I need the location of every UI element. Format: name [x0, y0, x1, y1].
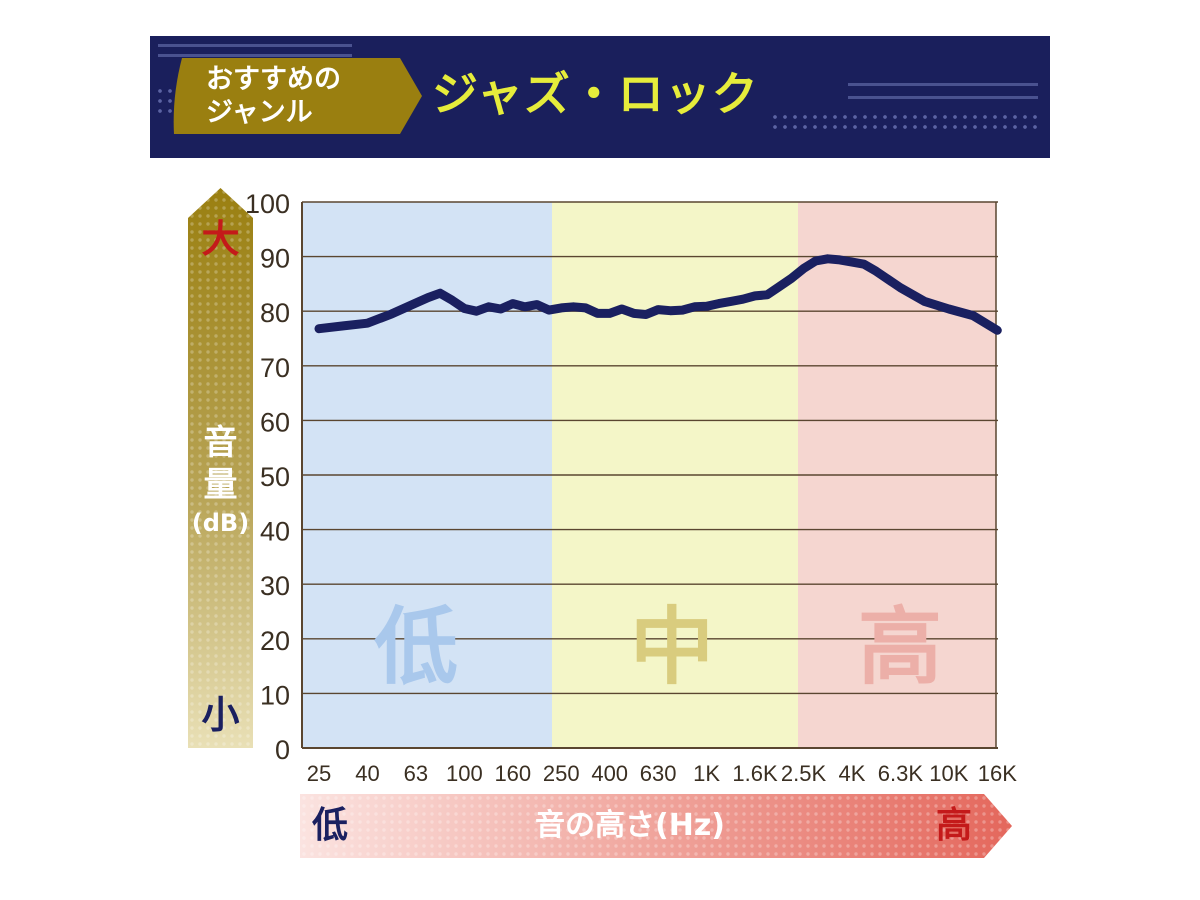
- volume-arrow-shape: [188, 188, 253, 748]
- x-tick-label: 16K: [978, 761, 1017, 786]
- x-tick-label: 100: [446, 761, 483, 786]
- pitch-axis-indicator: 低 音の高さ(Hz) 高: [300, 794, 1012, 858]
- x-tick-label: 1K: [693, 761, 720, 786]
- banner-deco-line: [158, 44, 352, 47]
- tag-arrow-fill: [173, 58, 422, 134]
- volume-low-marker: 小: [201, 693, 240, 737]
- x-tick-label: 6.3K: [878, 761, 924, 786]
- recommended-genre-tag: おすすめの ジャンル: [172, 56, 424, 136]
- band-label-high: 高: [858, 598, 942, 696]
- y-tick-label: 90: [260, 244, 290, 274]
- y-tick-label: 80: [260, 298, 290, 328]
- volume-label-char: 音: [203, 423, 238, 463]
- genre-name: ジャズ・ロック: [432, 67, 759, 121]
- y-tick-label: 100: [245, 189, 290, 219]
- y-tick-label: 40: [260, 517, 290, 547]
- tag-line-1: おすすめの: [206, 64, 341, 95]
- band-label-mid: 中: [630, 598, 714, 696]
- volume-label-char: 量: [203, 465, 238, 505]
- x-tick-label: 4K: [838, 761, 865, 786]
- volume-arrow-texture: [188, 188, 253, 748]
- volume-curve: [314, 254, 1002, 335]
- x-tick-label: 10K: [929, 761, 968, 786]
- y-tick-label: 60: [260, 407, 290, 437]
- x-tick-label: 1.6K: [732, 761, 778, 786]
- y-tick-label: 0: [275, 735, 290, 765]
- pitch-arrow-texture: [300, 794, 1012, 858]
- pitch-high-marker: 高: [936, 805, 973, 846]
- band-label-low: 低: [374, 598, 458, 696]
- y-tick-label: 20: [260, 626, 290, 656]
- x-tick-label: 400: [591, 761, 628, 786]
- y-tick-label: 70: [260, 353, 290, 383]
- pitch-low-marker: 低: [312, 805, 349, 846]
- banner-deco-line: [848, 83, 1038, 86]
- banner-deco-dots: [155, 86, 175, 116]
- x-tick-label: 40: [355, 761, 379, 786]
- volume-unit: (dB): [191, 509, 250, 537]
- x-tick-label: 2.5K: [781, 761, 827, 786]
- banner-deco-line: [158, 54, 352, 57]
- banner-deco-line: [848, 96, 1038, 99]
- y-tick-label: 30: [260, 571, 290, 601]
- x-tick-label: 25: [307, 761, 331, 786]
- volume-axis-indicator: 大 音量 (dB) 小: [188, 188, 253, 748]
- x-tick-label: 160: [494, 761, 531, 786]
- tag-arrow-shape: [173, 58, 422, 134]
- volume-high-marker: 大: [201, 217, 240, 261]
- tag-line-2: ジャンル: [206, 97, 313, 128]
- y-tick-label: 10: [260, 680, 290, 710]
- volume-label: 音量: [188, 422, 253, 506]
- pitch-arrow-shape: [300, 794, 1012, 858]
- y-tick-label: 50: [260, 462, 290, 492]
- x-tick-label: 63: [404, 761, 428, 786]
- pitch-label: 音の高さ(Hz): [535, 808, 725, 843]
- x-tick-label: 250: [543, 761, 580, 786]
- banner-deco-dots: [770, 112, 1042, 134]
- x-tick-label: 630: [640, 761, 677, 786]
